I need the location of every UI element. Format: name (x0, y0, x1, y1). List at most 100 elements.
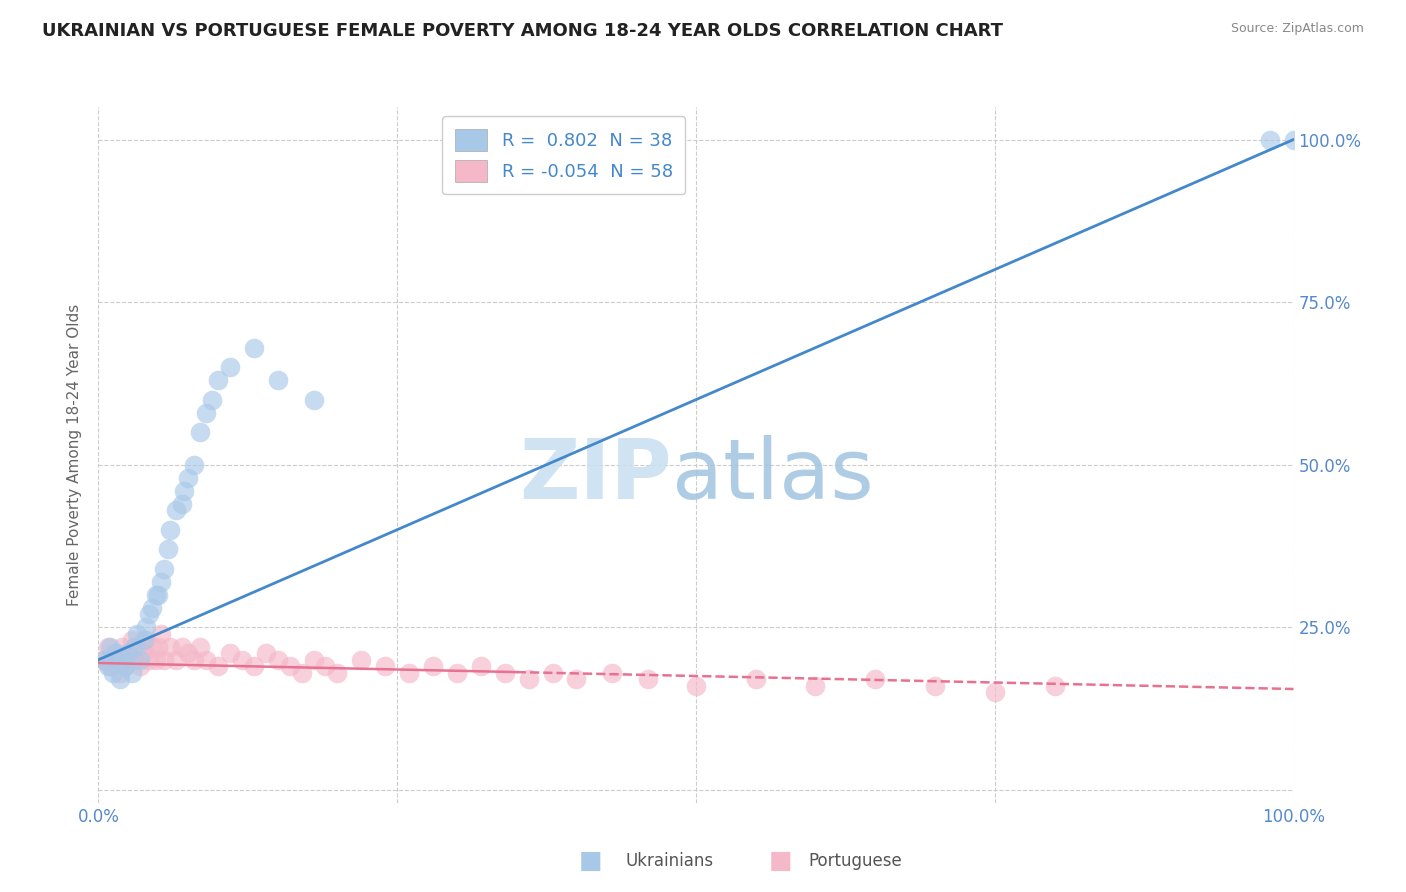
Point (231, 653, 253, 667)
Text: Source: ZipAtlas.com: Source: ZipAtlas.com (1230, 22, 1364, 36)
Point (105, 653, 128, 667)
Point (350, 653, 373, 667)
Point (446, 665, 468, 680)
Point (398, 665, 420, 680)
Point (124, 653, 146, 667)
Point (135, 620, 157, 634)
Point (138, 607, 160, 622)
Point (685, 679, 707, 693)
Point (148, 588, 170, 602)
Point (291, 665, 314, 680)
Point (148, 640, 170, 654)
Point (243, 659, 266, 673)
Point (108, 665, 131, 680)
Point (145, 588, 167, 602)
Point (984, 685, 1007, 699)
Point (194, 653, 218, 667)
Point (138, 653, 160, 667)
Point (97, 659, 120, 673)
Point (541, 665, 564, 680)
Point (278, 659, 301, 673)
Point (93, 653, 115, 667)
Point (141, 640, 163, 654)
Point (1258, 132, 1281, 146)
Point (105, 646, 128, 660)
Text: atlas: atlas (672, 435, 873, 516)
Text: ■: ■ (579, 849, 602, 872)
Point (267, 373, 290, 387)
Point (267, 653, 290, 667)
Point (165, 653, 187, 667)
Point (201, 392, 224, 407)
Point (219, 360, 242, 375)
Point (101, 646, 124, 660)
Point (183, 653, 205, 667)
Point (117, 646, 139, 660)
Text: Portuguese: Portuguese (808, 852, 903, 870)
Point (1043, 679, 1066, 693)
Point (804, 679, 827, 693)
Point (188, 425, 211, 439)
Point (207, 659, 229, 673)
Point (924, 679, 946, 693)
Point (101, 665, 124, 680)
Point (315, 659, 337, 673)
Point (173, 483, 195, 498)
Point (374, 659, 396, 673)
Point (602, 665, 624, 680)
Point (183, 458, 205, 472)
Point (745, 672, 768, 686)
Point (129, 653, 152, 667)
Point (149, 574, 172, 589)
Point (114, 659, 136, 673)
Legend: R =  0.802  N = 38, R = -0.054  N = 58: R = 0.802 N = 38, R = -0.054 N = 58 (441, 116, 685, 194)
Point (159, 640, 181, 654)
Point (243, 341, 266, 355)
Point (254, 646, 277, 660)
Point (494, 665, 516, 680)
Point (863, 672, 887, 686)
Point (517, 672, 540, 686)
Point (219, 646, 242, 660)
Point (302, 392, 325, 407)
Point (117, 646, 139, 660)
Point (156, 542, 179, 557)
Point (172, 640, 194, 654)
Point (121, 633, 143, 648)
Text: Ukrainians: Ukrainians (626, 852, 714, 870)
Point (132, 646, 155, 660)
Point (153, 562, 176, 576)
Point (125, 626, 148, 640)
Point (637, 672, 659, 686)
Point (172, 497, 194, 511)
Point (188, 640, 211, 654)
Point (111, 640, 134, 654)
Point (302, 653, 325, 667)
Point (111, 653, 134, 667)
Point (470, 659, 492, 673)
Point (422, 659, 444, 673)
Point (135, 633, 157, 648)
Point (565, 672, 588, 686)
Point (129, 659, 152, 673)
Point (165, 503, 187, 517)
Point (125, 640, 148, 654)
Point (98, 659, 122, 673)
Point (159, 523, 181, 537)
Text: ZIP: ZIP (520, 435, 672, 516)
Point (194, 406, 218, 420)
Point (124, 640, 146, 654)
Point (121, 665, 143, 680)
Point (132, 633, 155, 648)
Point (145, 653, 167, 667)
Point (108, 672, 131, 686)
Point (93, 653, 115, 667)
Point (114, 659, 136, 673)
Point (153, 653, 176, 667)
Point (149, 626, 172, 640)
Y-axis label: Female Poverty Among 18-24 Year Olds: Female Poverty Among 18-24 Year Olds (67, 304, 83, 606)
Text: ■: ■ (769, 849, 792, 872)
Point (1282, 132, 1305, 146)
Point (97, 640, 120, 654)
Point (177, 646, 200, 660)
